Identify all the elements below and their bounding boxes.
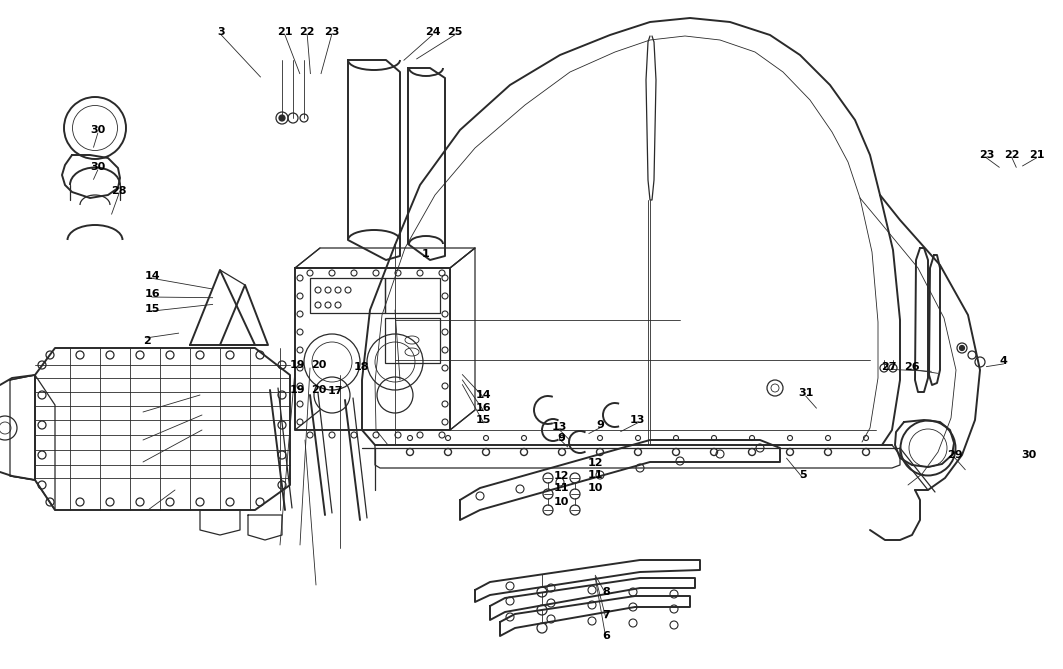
Text: 26: 26 <box>905 362 919 371</box>
Text: 13: 13 <box>552 422 567 432</box>
Text: 5: 5 <box>798 470 807 480</box>
Text: 21: 21 <box>277 27 292 37</box>
Text: 6: 6 <box>602 631 610 640</box>
Text: 29: 29 <box>947 450 962 460</box>
Text: 21: 21 <box>1029 151 1044 160</box>
Bar <box>385 318 440 363</box>
Text: 20: 20 <box>311 385 326 395</box>
Text: 11: 11 <box>588 470 603 480</box>
Circle shape <box>279 115 285 121</box>
Text: 23: 23 <box>324 27 339 37</box>
Text: 30: 30 <box>90 126 105 135</box>
Text: 8: 8 <box>602 587 610 597</box>
Text: 25: 25 <box>448 27 462 37</box>
Text: 7: 7 <box>602 611 610 620</box>
Text: 9: 9 <box>557 434 566 443</box>
Text: 18: 18 <box>354 362 369 371</box>
Text: 24: 24 <box>425 27 440 37</box>
Text: 15: 15 <box>145 304 159 314</box>
Text: 12: 12 <box>588 458 603 468</box>
Text: 14: 14 <box>476 390 491 399</box>
Text: 23: 23 <box>979 151 994 160</box>
Text: 22: 22 <box>300 27 315 37</box>
Text: 16: 16 <box>145 290 159 299</box>
Text: 27: 27 <box>881 362 896 371</box>
Text: 30: 30 <box>1022 450 1036 460</box>
Bar <box>310 278 385 313</box>
Text: 19: 19 <box>290 385 305 395</box>
Text: 19: 19 <box>290 360 305 369</box>
Text: 15: 15 <box>476 415 491 425</box>
Circle shape <box>960 345 964 351</box>
Text: 11: 11 <box>554 484 569 493</box>
Text: 13: 13 <box>630 415 645 425</box>
Text: 17: 17 <box>328 387 343 396</box>
Text: 10: 10 <box>554 497 569 506</box>
Text: 20: 20 <box>311 360 326 369</box>
Text: 28: 28 <box>112 186 126 195</box>
Text: 12: 12 <box>554 472 569 481</box>
Text: 4: 4 <box>999 357 1008 366</box>
Text: 10: 10 <box>588 484 603 493</box>
Text: 31: 31 <box>798 389 813 398</box>
Bar <box>385 278 440 313</box>
Text: 30: 30 <box>90 163 105 172</box>
Text: 16: 16 <box>476 403 491 413</box>
Text: 1: 1 <box>421 250 429 259</box>
Text: 14: 14 <box>145 271 159 280</box>
Text: 9: 9 <box>596 420 605 429</box>
Text: 3: 3 <box>217 27 225 37</box>
Text: 22: 22 <box>1005 151 1019 160</box>
Text: 2: 2 <box>142 337 151 346</box>
